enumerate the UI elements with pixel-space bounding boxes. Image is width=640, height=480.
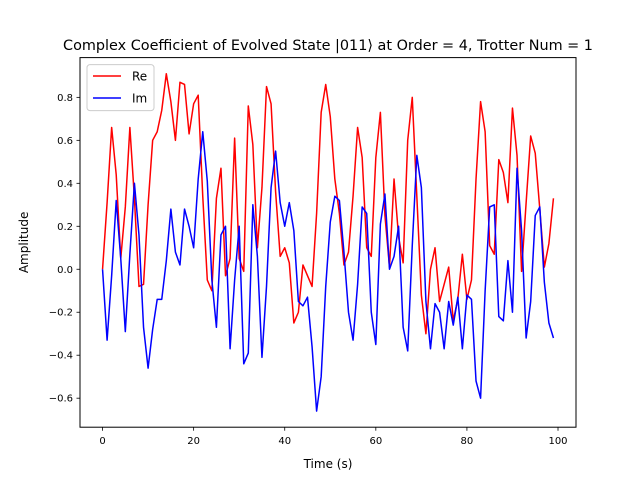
y-tick-label: −0.2 <box>49 308 73 319</box>
x-tick-label: 80 <box>461 436 474 447</box>
y-tick-label: 0.6 <box>57 136 73 147</box>
x-tick-label: 40 <box>278 436 291 447</box>
y-tick-label: 0.2 <box>57 222 73 233</box>
y-axis: −0.6 −0.4 −0.2 0.0 0.2 0.4 0.6 0.8 <box>49 93 80 405</box>
legend: Re Im <box>86 64 155 112</box>
plot-frame <box>79 57 577 428</box>
legend-label-re: Re <box>132 70 147 84</box>
y-tick-label: 0.8 <box>57 93 73 104</box>
legend-label-im: Im <box>132 92 147 106</box>
y-tick-label: −0.6 <box>49 394 73 405</box>
chart-title: Complex Coefficient of Evolved State |01… <box>63 38 593 54</box>
x-axis-label: Time (s) <box>303 457 353 471</box>
plot-area <box>101 72 555 412</box>
x-tick-label: 60 <box>369 436 382 447</box>
series-line-im <box>101 130 555 412</box>
x-tick-label: 100 <box>548 436 567 447</box>
y-tick-label: −0.4 <box>49 351 73 362</box>
y-tick-label: 0.0 <box>57 265 73 276</box>
y-axis-label: Amplitude <box>17 212 31 274</box>
y-tick-label: 0.4 <box>57 179 73 190</box>
series-line-re <box>101 72 555 335</box>
x-axis: 0 20 40 60 80 100 <box>99 427 568 447</box>
x-tick-label: 20 <box>187 436 200 447</box>
x-tick-label: 0 <box>99 436 105 447</box>
